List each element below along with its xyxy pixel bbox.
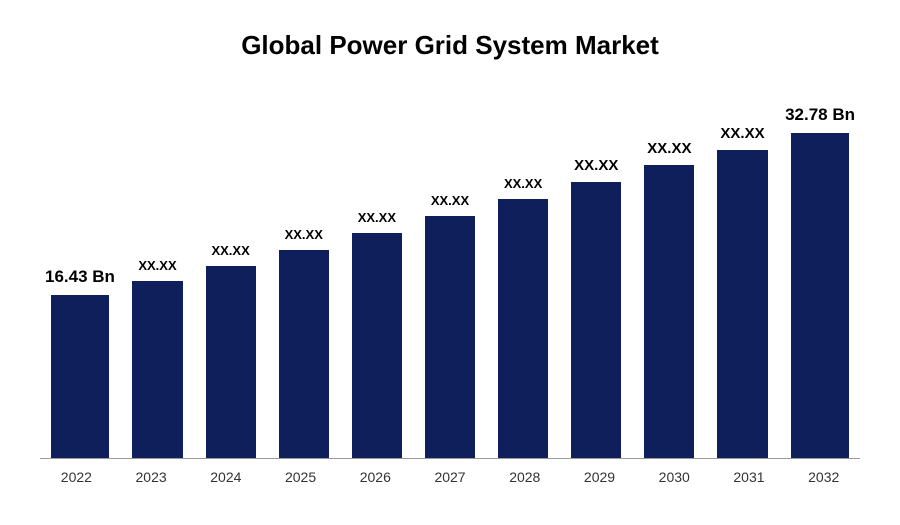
- bar-value-label: XX.XX: [647, 140, 691, 157]
- x-axis-tick: 2025: [269, 469, 332, 485]
- bar: [279, 250, 329, 458]
- bar-group: XX.XX: [712, 101, 773, 458]
- bar-group: 32.78 Bn: [785, 101, 855, 458]
- bar-value-label: XX.XX: [504, 176, 542, 191]
- x-axis: 2022 2023 2024 2025 2026 2027 2028 2029 2030 2031…: [40, 459, 860, 485]
- bar: [425, 216, 475, 458]
- bar-group: XX.XX: [493, 101, 554, 458]
- bar-value-label: 32.78 Bn: [785, 105, 855, 125]
- x-axis-tick: 2027: [419, 469, 482, 485]
- bar: [571, 182, 621, 458]
- x-axis-tick: 2032: [792, 469, 855, 485]
- bar: [791, 133, 848, 458]
- chart-title: Global Power Grid System Market: [40, 30, 860, 61]
- bar-value-label: XX.XX: [211, 243, 249, 258]
- chart-container: Global Power Grid System Market 16.43 Bn…: [0, 0, 900, 525]
- bar-value-label: XX.XX: [358, 210, 396, 225]
- x-axis-tick: 2022: [45, 469, 108, 485]
- x-axis-tick: 2024: [194, 469, 257, 485]
- bar-value-label: XX.XX: [285, 227, 323, 242]
- bar: [206, 266, 256, 458]
- x-axis-tick: 2023: [120, 469, 183, 485]
- bar: [644, 165, 694, 458]
- plot-area: 16.43 Bn XX.XX XX.XX XX.XX XX.XX XX.XX XX.XX XX…: [40, 101, 860, 459]
- bar-group: XX.XX: [566, 101, 627, 458]
- bar: [51, 295, 108, 458]
- bar-value-label: XX.XX: [574, 157, 618, 174]
- bar-value-label: XX.XX: [720, 125, 764, 142]
- x-axis-tick: 2028: [493, 469, 556, 485]
- bar-group: XX.XX: [346, 101, 407, 458]
- bar-group: XX.XX: [419, 101, 480, 458]
- bar-group: XX.XX: [273, 101, 334, 458]
- bar: [498, 199, 548, 458]
- x-axis-tick: 2031: [718, 469, 781, 485]
- bar: [717, 150, 767, 458]
- bar: [352, 233, 402, 458]
- x-axis-tick: 2026: [344, 469, 407, 485]
- bar-value-label: XX.XX: [431, 193, 469, 208]
- bar-value-label: XX.XX: [138, 258, 176, 273]
- bar-value-label: 16.43 Bn: [45, 267, 115, 287]
- bar-group: XX.XX: [200, 101, 261, 458]
- x-axis-tick: 2029: [568, 469, 631, 485]
- bar-group: 16.43 Bn: [45, 101, 115, 458]
- bar-group: XX.XX: [127, 101, 188, 458]
- bar-group: XX.XX: [639, 101, 700, 458]
- bar: [132, 281, 182, 459]
- x-axis-tick: 2030: [643, 469, 706, 485]
